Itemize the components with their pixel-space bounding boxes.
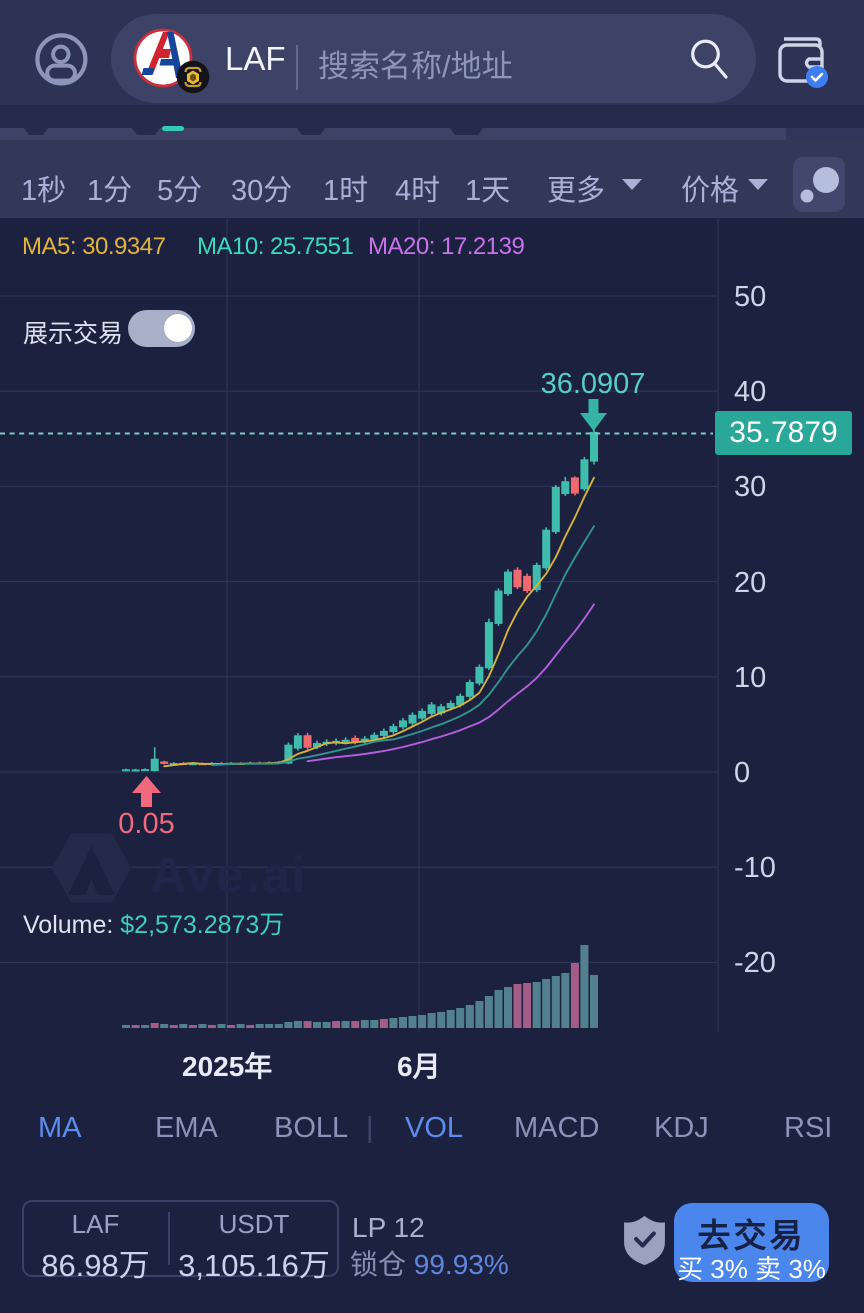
svg-text:Ave.ai: Ave.ai	[150, 847, 307, 903]
